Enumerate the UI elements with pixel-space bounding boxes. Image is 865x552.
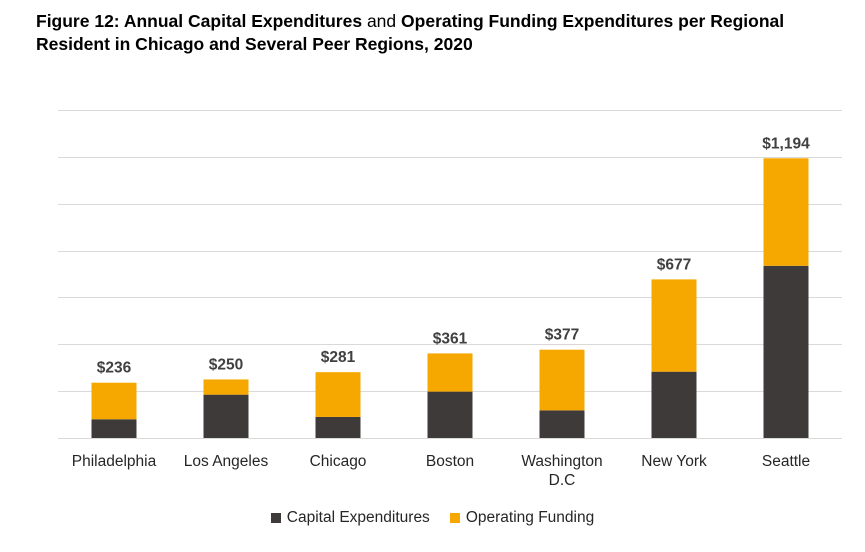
title-part-3: Operating Funding Expenditures per Regio… bbox=[36, 11, 785, 54]
bar-operating bbox=[763, 158, 809, 266]
title-part-1: Figure 12: Annual Capital Expenditures bbox=[36, 11, 363, 31]
x-tick-label: Los Angeles bbox=[183, 453, 269, 470]
bar-operating bbox=[427, 353, 473, 392]
legend-item-operating: Operating Funding bbox=[449, 509, 595, 527]
bar-operating bbox=[315, 372, 361, 417]
legend-label-capital: Capital Expenditures bbox=[286, 509, 430, 526]
bar-capital bbox=[91, 419, 137, 438]
bar-capital bbox=[203, 394, 249, 438]
total-data-label: $236 bbox=[97, 360, 132, 377]
total-data-label: $1,194 bbox=[762, 135, 810, 152]
x-tick-label: Chicago bbox=[309, 453, 367, 470]
total-data-label: $361 bbox=[433, 330, 468, 347]
legend-label-operating: Operating Funding bbox=[465, 509, 595, 526]
bar-capital bbox=[427, 391, 473, 438]
legend-swatch-capital bbox=[270, 513, 281, 523]
bar-capital bbox=[763, 265, 809, 438]
bar-operating bbox=[91, 382, 137, 420]
legend-swatch-operating bbox=[449, 513, 460, 523]
total-data-label: $281 bbox=[321, 349, 356, 366]
x-tick-label: Washington D.C bbox=[521, 453, 603, 489]
chart-title: Figure 12: Annual Capital Expenditures a… bbox=[36, 10, 836, 56]
bar-operating bbox=[651, 279, 697, 372]
legend: Capital Expenditures Operating Funding bbox=[0, 509, 865, 527]
total-data-label: $377 bbox=[545, 327, 579, 344]
bar-operating bbox=[203, 379, 249, 395]
legend-item-capital: Capital Expenditures bbox=[270, 509, 430, 527]
bar-capital bbox=[315, 416, 361, 438]
x-tick-label: Seattle bbox=[761, 453, 811, 470]
total-data-label: $250 bbox=[209, 356, 243, 373]
x-tick-label: Boston bbox=[425, 453, 475, 470]
x-tick-label: Philadelphia bbox=[71, 453, 157, 470]
total-data-label: $677 bbox=[657, 256, 691, 273]
bar-operating bbox=[539, 349, 585, 411]
x-tick-label: New York bbox=[641, 453, 707, 470]
title-part-2: and bbox=[366, 11, 397, 31]
bar-capital bbox=[651, 371, 697, 438]
bar-capital bbox=[539, 410, 585, 438]
